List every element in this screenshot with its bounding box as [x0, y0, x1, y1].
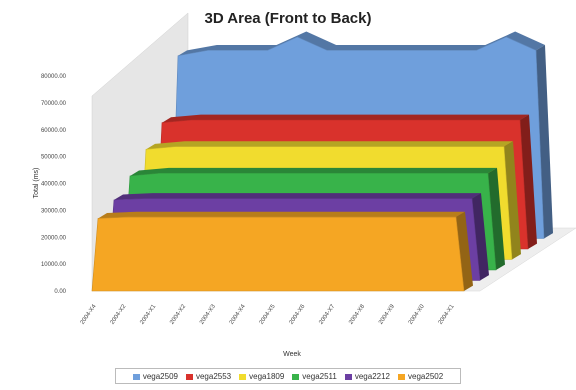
y-axis: 0.00 10000.00 20000.00 30000.00 40000.00 5000… — [41, 74, 67, 295]
y-tick-label: 0.00 — [54, 289, 66, 295]
area-side-vega2553 — [520, 114, 537, 249]
x-tick-label: 2004-X1 — [438, 303, 456, 326]
x-tick-label: 2004-X6 — [289, 303, 307, 326]
area-top-vega2511 — [130, 167, 497, 176]
legend-label: vega2212 — [354, 372, 391, 381]
x-tick-label: 2004-X9 — [378, 303, 396, 326]
area-side-vega1809 — [504, 141, 521, 260]
x-tick-label: 2004-X2 — [110, 303, 128, 326]
chart-title: 3D Area (Front to Back) — [204, 10, 372, 27]
legend-item-vega2553: vega2553 — [185, 372, 232, 381]
legend-frame — [115, 368, 461, 384]
y-tick-label: 10000.00 — [41, 262, 67, 268]
area-side-vega2502 — [456, 211, 473, 291]
legend-swatch — [239, 373, 247, 380]
area-series-vega2502 — [91, 211, 473, 292]
x-tick-label: 2004-X3 — [199, 303, 217, 326]
area-front-vega2502 — [91, 216, 465, 292]
y-tick-label: 50000.00 — [41, 155, 67, 161]
area-top-vega2212 — [114, 193, 481, 200]
area-top-vega1809 — [146, 141, 513, 150]
x-tick-label: 2004-X0 — [408, 303, 426, 326]
legend-label: vega2509 — [142, 372, 178, 381]
legend-swatch — [344, 373, 352, 380]
legend-label: vega2502 — [408, 372, 444, 381]
y-axis-label: Total (ms) — [33, 168, 40, 199]
x-tick-label: 2004-X2 — [169, 303, 187, 326]
legend-swatch — [398, 373, 406, 380]
x-axis: 2004-X4 2004-X2 2004-X1 2004-X2 2004-X3 2004-… — [80, 303, 456, 326]
legend-item-vega2511: vega2511 — [292, 372, 337, 381]
area-side-vega2212 — [472, 193, 489, 281]
x-tick-label: 2004-X4 — [80, 303, 98, 326]
legend-swatch — [132, 373, 140, 380]
legend-swatch — [292, 373, 300, 380]
x-tick-label: 2004-X8 — [348, 303, 366, 326]
legend-label: vega2511 — [302, 372, 337, 381]
y-tick-label: 20000.00 — [41, 235, 67, 241]
area-top-vega2509 — [178, 31, 545, 56]
y-tick-label: 70000.00 — [41, 101, 67, 107]
area-side-vega2511 — [488, 167, 505, 270]
y-tick-label: 40000.00 — [41, 182, 67, 188]
x-tick-label: 2004-X7 — [318, 303, 336, 326]
legend-label: vega1809 — [249, 372, 285, 381]
legend-label: vega2553 — [195, 372, 232, 381]
y-tick-label: 80000.00 — [41, 74, 67, 80]
y-tick-label: 60000.00 — [41, 128, 67, 134]
x-tick-label: 2004-X5 — [259, 303, 277, 326]
legend-item-vega2502: vega2502 — [398, 372, 443, 381]
legend-swatch — [185, 373, 193, 380]
x-tick-label: 2004-X4 — [229, 303, 247, 326]
x-axis-label: Week — [283, 351, 301, 358]
y-tick-label: 30000.00 — [41, 208, 67, 214]
area-top-vega2502 — [98, 211, 465, 219]
legend-item-vega1809: vega1809 — [239, 372, 284, 381]
legend-item-vega2212: vega2212 — [344, 372, 391, 381]
area-series-group — [91, 31, 553, 292]
x-tick-label: 2004-X1 — [139, 303, 157, 326]
legend-item-vega2509: vega2509 — [132, 372, 178, 381]
legend: vega2509 vega2553 vega1809 vega2511 vega2212… — [0, 372, 576, 381]
area-top-vega2553 — [162, 114, 529, 123]
area-side-vega2509 — [536, 44, 553, 239]
